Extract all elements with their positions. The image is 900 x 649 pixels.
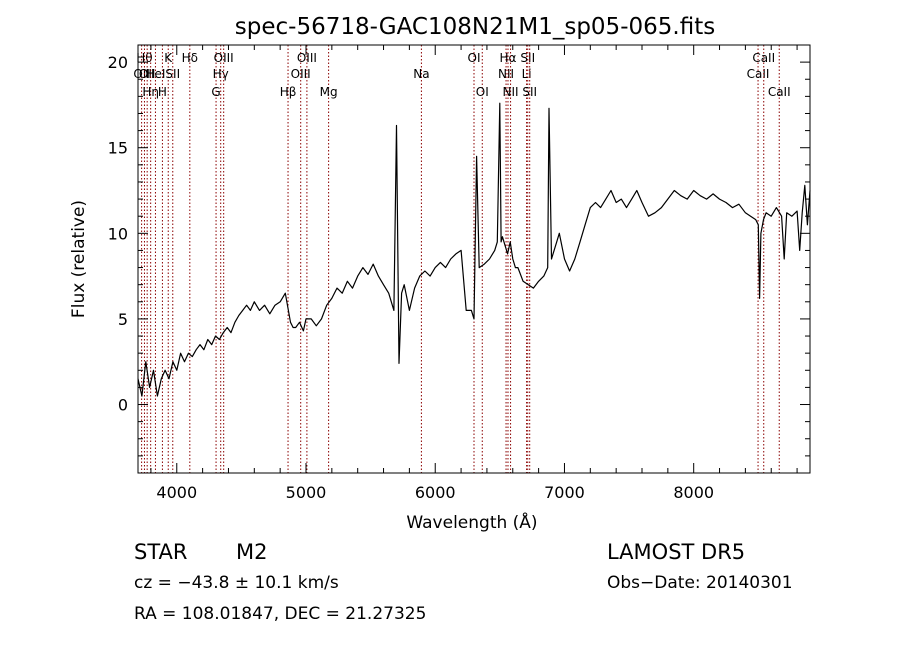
x-tick-label: 6000 [415,483,456,502]
spectral-line-label: Li [522,67,532,81]
object-class: STAR [134,540,188,564]
spectral-line-markers: OIIHθOIIHηHeIHKSIIHδGHγOIIIHβOIIIOIIIMgN… [133,45,791,473]
spectral-line-label: Na [413,67,429,81]
survey-name: LAMOST DR5 [607,540,746,564]
spectral-line-label: OIII [291,67,311,81]
x-tick-label: 4000 [156,483,197,502]
spectral-line-label: SII [522,85,537,99]
spectral-line-label: OIII [214,51,234,65]
spectral-line-label: G [211,85,220,99]
spectral-line-label: OI [476,85,489,99]
spectral-line-label: CaII [752,51,775,65]
x-tick-label: 5000 [286,483,327,502]
spectrum-line [137,102,811,397]
spectral-line-label: NII [498,67,514,81]
spectral-line-label: NII [503,85,519,99]
spectral-line-label: Hη [142,85,159,99]
plot-axes [137,44,811,474]
x-tick-label: 8000 [673,483,714,502]
y-tick-label: 10 [108,224,128,243]
spectral-line-label: CaII [768,85,791,99]
y-tick-label: 5 [118,310,128,329]
spectral-line-label: K [164,51,173,65]
spectral-line-label: OI [468,51,481,65]
spectral-line-label: OII [139,67,156,81]
spectral-line-label: HeI [145,67,165,81]
spectral-line-label: OIII [297,51,317,65]
x-tick-label: 7000 [544,483,585,502]
axis-ticks: 4000 5000 6000 7000 8000 0 5 10 15 20 [108,44,810,502]
spectrum-series [137,102,811,397]
spectral-line-label: Hθ [136,51,152,65]
y-tick-label: 15 [108,139,128,158]
observation-date: Obs−Date: 20140301 [607,573,793,593]
object-subclass: M2 [236,540,268,564]
spectral-line-label: Mg [320,85,338,99]
redshift-velocity: cz = −43.8 ± 10.1 km/s [134,573,339,593]
x-axis-label: Wavelength (Å) [406,511,537,533]
plot-frame [137,44,811,474]
spectral-line-label: Hδ [182,51,198,65]
y-tick-label: 0 [118,396,128,415]
spectral-line-label: CaII [747,67,770,81]
chart-title: spec-56718-GAC108N21M1_sp05-065.fits [235,14,715,40]
spectral-line-label: OII [133,67,150,81]
spectral-line-label: SII [520,51,535,65]
spectral-line-label: H [158,85,167,99]
spectral-line-label: Hγ [213,67,229,81]
y-axis-label: Flux (relative) [69,200,89,318]
y-tick-label: 20 [108,53,128,72]
spectral-line-label: SII [165,67,180,81]
spectral-line-label: Hα [500,51,517,65]
sky-coordinates: RA = 108.01847, DEC = 21.27325 [134,604,427,624]
spectral-line-label: Hβ [280,85,297,99]
